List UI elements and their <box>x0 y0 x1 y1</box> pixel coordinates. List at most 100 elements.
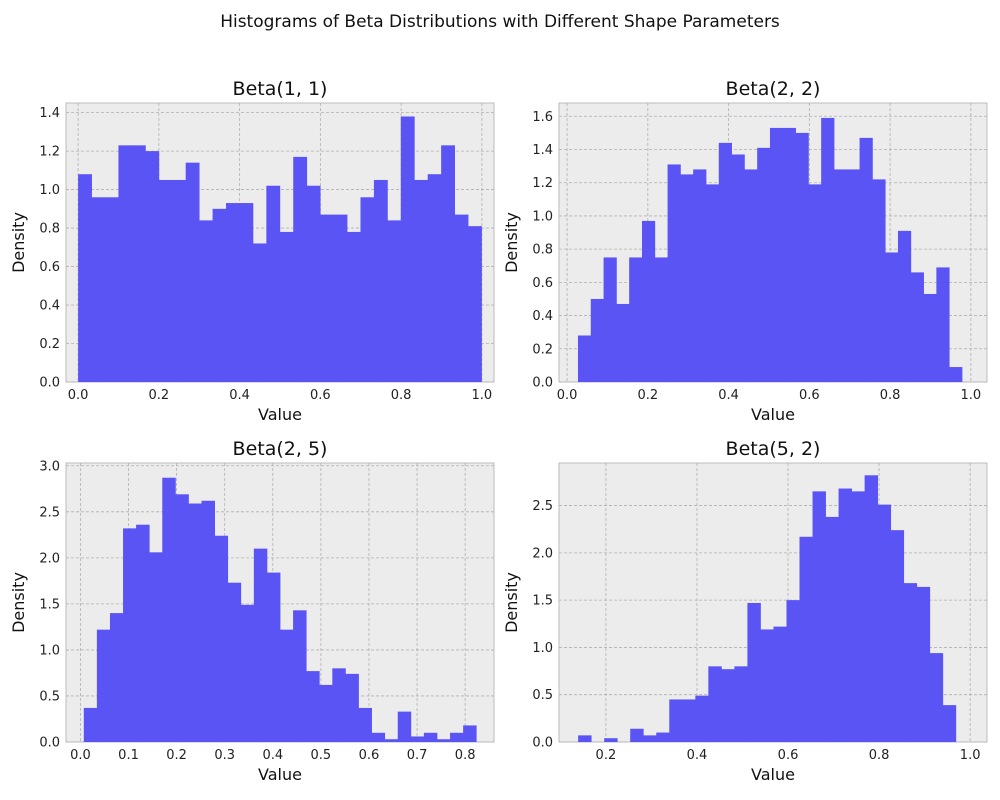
histogram-bar <box>693 169 707 382</box>
x-tick-label: 0.0 <box>70 748 91 763</box>
x-tick-label: 0.7 <box>407 748 428 763</box>
histogram-bar <box>212 208 227 382</box>
histogram-bar <box>630 728 644 742</box>
histogram-bar <box>78 174 92 382</box>
histogram-bar <box>240 604 255 742</box>
histogram-bar <box>643 735 657 742</box>
histogram-bar <box>747 602 761 742</box>
histogram-bar <box>280 629 294 742</box>
subplot-beta-5-2: 0.2 0.4 0.6 0.8 1.0 0.0 0.5 1.0 1.5 2.0 2.5 Beta(5,… <box>502 438 988 784</box>
y-tick-label: 0.2 <box>39 337 60 352</box>
y-tick-label: 0.5 <box>532 688 553 703</box>
histogram-bar <box>734 666 748 742</box>
y-tick-label: 1.2 <box>532 176 553 191</box>
histogram-bar <box>718 142 732 382</box>
histogram-bar <box>629 257 643 382</box>
histogram-bar <box>175 494 189 742</box>
y-tick-label: 2.0 <box>39 551 60 566</box>
histogram-bar <box>371 732 386 742</box>
histogram-bar <box>656 732 670 742</box>
histogram-bar <box>306 671 320 742</box>
histogram-bar <box>201 500 215 742</box>
histogram-bar <box>400 116 415 382</box>
histogram-bar <box>942 705 957 742</box>
histogram-bar <box>786 600 800 742</box>
y-tick-label: 1.6 <box>532 110 553 125</box>
histogram-bar <box>877 504 892 742</box>
x-tick-label: 0.4 <box>687 748 708 763</box>
y-tick-label: 0.8 <box>39 222 60 237</box>
histogram-bar <box>293 610 307 742</box>
histogram-bar <box>436 739 451 742</box>
histogram-bar <box>695 695 709 742</box>
histogram-bar <box>604 738 618 742</box>
y-tick-label: 0.0 <box>532 376 553 391</box>
histogram-bar <box>769 127 784 383</box>
histogram-bar <box>616 303 630 382</box>
histogram-bar <box>266 572 281 742</box>
subplot-title: Beta(1, 1) <box>233 78 328 100</box>
y-tick-label: 0.4 <box>39 299 60 314</box>
y-axis-label: Density <box>502 572 521 633</box>
x-axis-label: Value <box>258 405 302 424</box>
subplot-beta-2-5: 0.0 0.1 0.2 0.3 0.4 0.5 0.6 0.7 0.8 0.0 0.5 1.0 1.5 2… <box>9 438 495 784</box>
histogram-bar <box>890 530 905 742</box>
histogram-bar <box>929 653 944 742</box>
histogram-bar <box>136 524 150 742</box>
subplot-title: Beta(2, 5) <box>233 438 328 460</box>
y-tick-label: 2.5 <box>532 499 553 514</box>
histogram-bar <box>721 669 735 742</box>
y-tick-label: 0.0 <box>39 376 60 391</box>
histogram-bar <box>360 197 375 382</box>
histogram-bar <box>578 735 592 742</box>
subplot-title: Beta(5, 2) <box>726 438 821 460</box>
histogram-bar <box>105 197 119 382</box>
histogram-bar <box>320 214 334 382</box>
x-tick-label: 0.6 <box>799 388 820 403</box>
histogram-bar <box>641 220 656 382</box>
y-axis-label: Density <box>9 572 28 633</box>
x-tick-label: 0.2 <box>149 388 170 403</box>
figure-suptitle: Histograms of Beta Distributions with Di… <box>220 12 780 32</box>
x-tick-label: 1.0 <box>960 748 981 763</box>
y-tick-label: 1.0 <box>532 641 553 656</box>
histogram-bar <box>923 293 937 382</box>
histogram-bar <box>603 257 617 382</box>
y-tick-label: 1.2 <box>39 145 60 160</box>
histogram-bar <box>373 179 388 382</box>
histogram-bar <box>414 179 429 382</box>
histogram-bar <box>669 699 683 742</box>
x-tick-label: 0.3 <box>214 748 235 763</box>
histogram-bar <box>838 488 852 742</box>
subplot-title: Beta(2, 2) <box>726 78 821 100</box>
histogram-bar <box>347 231 361 382</box>
histogram-bar <box>158 179 173 382</box>
histogram-bar <box>162 477 176 742</box>
histogram-bar <box>463 725 477 742</box>
histogram-bar <box>897 230 912 382</box>
histogram-bar <box>708 666 722 742</box>
histogram-bar <box>808 184 822 382</box>
histogram-bar <box>410 736 425 742</box>
histogram-bar <box>172 179 187 382</box>
histogram-bar <box>903 583 918 742</box>
y-tick-label: 0.4 <box>532 309 553 324</box>
y-tick-label: 1.0 <box>39 643 60 658</box>
histogram-bar <box>760 629 774 742</box>
histogram-bar <box>682 699 696 742</box>
histogram-bar <box>358 707 372 742</box>
histogram-bar <box>397 711 412 742</box>
x-tick-label: 0.6 <box>310 388 331 403</box>
x-tick-label: 0.0 <box>68 388 89 403</box>
histogram-bar <box>293 156 308 382</box>
y-tick-label: 0.6 <box>532 276 553 291</box>
x-tick-label: 0.6 <box>778 748 799 763</box>
x-axis-label: Value <box>751 405 795 424</box>
x-tick-label: 0.2 <box>166 748 187 763</box>
histogram-bar <box>859 137 873 382</box>
histogram-bar <box>227 582 242 742</box>
x-axis-label: Value <box>258 765 302 784</box>
histogram-bar <box>851 491 866 742</box>
histogram-bar <box>387 220 402 382</box>
